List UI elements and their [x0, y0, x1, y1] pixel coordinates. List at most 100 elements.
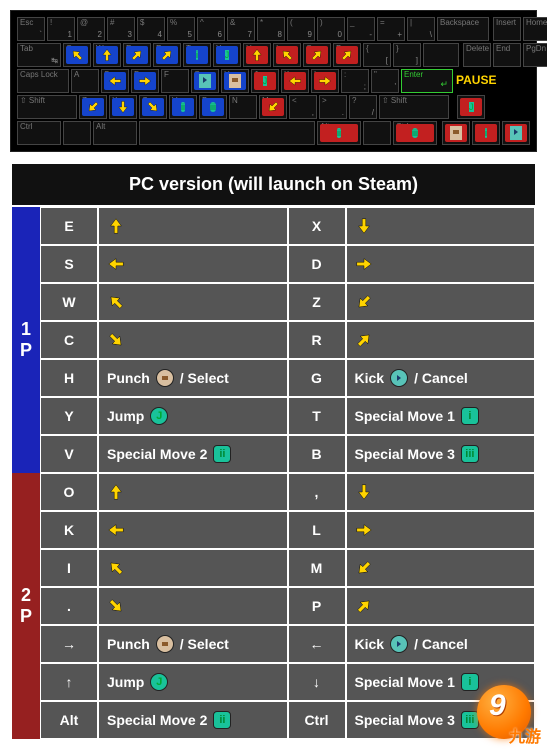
- key-cell: D: [288, 245, 346, 283]
- controls-table: PC version (will launch on Steam) 1PE X …: [10, 162, 537, 741]
- action-suffix: / Select: [180, 370, 229, 386]
- keyboard-key: K: [281, 69, 309, 93]
- action-cell: [98, 245, 288, 283]
- keyboard-key: : ;: [341, 69, 369, 93]
- keyboard-key: P: [333, 43, 361, 67]
- action-cell: [346, 321, 536, 359]
- action-cell: [346, 283, 536, 321]
- key-cell: ←: [288, 625, 346, 663]
- kick-icon: [390, 635, 408, 653]
- key-cell: E: [40, 207, 98, 245]
- keyboard-key: S: [101, 69, 129, 93]
- key-cell: ↓: [288, 663, 346, 701]
- arrow-upleft-icon: [107, 559, 125, 577]
- keyboard-arrow-key: [442, 121, 470, 145]
- key-cell: H: [40, 359, 98, 397]
- keyboard-key: < ,: [289, 95, 317, 119]
- action-label: Special Move 2: [107, 446, 207, 462]
- action-cell: [98, 549, 288, 587]
- keyboard-key: Alt: [93, 121, 137, 145]
- action-cell: [98, 587, 288, 625]
- keyboard-arrow-key: i: [472, 121, 500, 145]
- key-cell: C: [40, 321, 98, 359]
- action-suffix: / Cancel: [414, 636, 468, 652]
- arrow-downleft-icon: [355, 559, 373, 577]
- table-title: PC version (will launch on Steam): [10, 162, 537, 205]
- keyboard-key: I: [273, 43, 301, 67]
- action-cell: [346, 587, 536, 625]
- action-cell: [98, 511, 288, 549]
- action-label: Punch: [107, 636, 150, 652]
- keyboard-key: Tab ↹: [17, 43, 61, 67]
- punch-icon: [156, 369, 174, 387]
- keyboard-key: Backspace: [437, 17, 489, 41]
- jump-icon: J: [150, 673, 168, 691]
- keyboard-key: " ': [371, 69, 399, 93]
- action-cell: Special Move 1 i: [346, 663, 536, 701]
- action-cell: Punch / Select: [98, 625, 288, 663]
- keyboard-key: V ii: [169, 95, 197, 119]
- key-cell: .: [40, 587, 98, 625]
- key-cell: K: [40, 511, 98, 549]
- key-cell: L: [288, 511, 346, 549]
- key-cell: B: [288, 435, 346, 473]
- keyboard-key: { [: [363, 43, 391, 67]
- punch-icon: [450, 126, 462, 140]
- keyboard-key: Insert: [493, 17, 521, 41]
- arrow-upright-icon: [355, 331, 373, 349]
- key-cell: O: [40, 473, 98, 511]
- key-cell: T: [288, 397, 346, 435]
- arrow-downright-icon: [107, 597, 125, 615]
- key-cell: Ctrl: [288, 701, 346, 739]
- special-icon: i: [461, 673, 479, 691]
- keyboard-key: Caps Lock: [17, 69, 69, 93]
- punch-icon: [229, 74, 241, 88]
- keyboard-key: _ -: [347, 17, 375, 41]
- keyboard-key: % 5: [167, 17, 195, 41]
- pause-label: PAUSE: [456, 73, 496, 87]
- action-suffix: / Cancel: [414, 370, 468, 386]
- action-cell: [346, 207, 536, 245]
- keyboard-key: Delete: [463, 43, 491, 67]
- keyboard-key: T i: [183, 43, 211, 67]
- action-label: Special Move 3: [355, 712, 455, 728]
- keyboard-key: | \: [407, 17, 435, 41]
- special-icon: iii: [461, 445, 479, 463]
- key-cell: ,: [288, 473, 346, 511]
- keyboard-key: End: [493, 43, 521, 67]
- keyboard-key: W: [93, 43, 121, 67]
- action-suffix: / Select: [180, 636, 229, 652]
- keyboard-key: H: [221, 69, 249, 93]
- keyboard-key: ) 0: [317, 17, 345, 41]
- action-label: Kick: [355, 636, 385, 652]
- keyboard-diagram: Esc ` ! 1 @ 2 # 3 $ 4 % 5 ^ 6 & 7 * 8 ( …: [10, 10, 537, 152]
- special-icon: ii: [213, 445, 231, 463]
- jump-icon: J: [263, 76, 268, 86]
- keyboard-key: $ 4: [137, 17, 165, 41]
- jump-icon: J: [150, 407, 168, 425]
- keyboard-key: Esc `: [17, 17, 45, 41]
- kick-icon: [390, 369, 408, 387]
- key-cell: S: [40, 245, 98, 283]
- keyboard-key: J J: [251, 69, 279, 93]
- action-cell: Jump J: [98, 397, 288, 435]
- keyboard-key: Z: [79, 95, 107, 119]
- keyboard-key: A: [71, 69, 99, 93]
- arrow-upright-icon: [355, 597, 373, 615]
- arrow-right-icon: [355, 521, 373, 539]
- action-cell: [98, 283, 288, 321]
- action-label: Jump: [107, 408, 144, 424]
- action-label: Jump: [107, 674, 144, 690]
- key-cell: G: [288, 359, 346, 397]
- keyboard-key: [363, 121, 391, 145]
- action-label: Kick: [355, 370, 385, 386]
- keyboard-key: & 7: [227, 17, 255, 41]
- key-cell: R: [288, 321, 346, 359]
- keyboard-key: } ]: [393, 43, 421, 67]
- keyboard-key: F: [161, 69, 189, 93]
- jump-icon: J: [225, 50, 230, 60]
- keyboard-key: @ 2: [77, 17, 105, 41]
- action-cell: Special Move 1i: [346, 397, 536, 435]
- action-label: Special Move 1: [355, 674, 455, 690]
- action-label: Punch: [107, 370, 150, 386]
